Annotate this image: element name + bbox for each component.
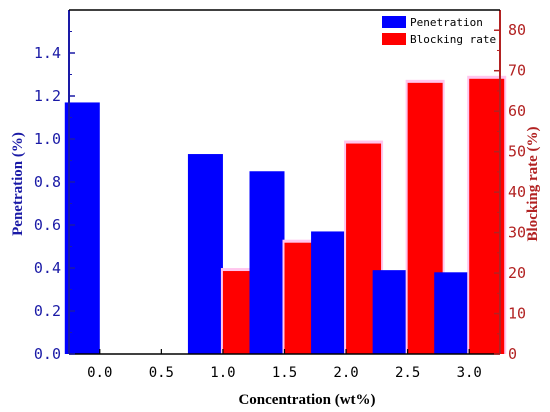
- x-tick-label: 0.5: [149, 365, 174, 381]
- y-right-tick-label: 40: [508, 183, 526, 201]
- y-left-tick-label: 0.6: [34, 216, 61, 234]
- bar-penetration: [249, 171, 285, 354]
- x-tick-label: 2.5: [395, 365, 420, 381]
- legend-label-blocking-rate: Blocking rate: [410, 33, 496, 46]
- x-tick-label: 0.0: [87, 365, 112, 381]
- y-left-tick-label: 1.2: [34, 87, 61, 105]
- legend-swatch-blocking-rate: [382, 33, 406, 45]
- y-right-tick-label: 60: [508, 102, 526, 120]
- x-tick-label: 1.0: [210, 365, 235, 381]
- bar-penetration: [372, 270, 408, 354]
- bar-blocking-rate: [469, 78, 505, 355]
- y-left-tick-label: 0.4: [34, 259, 61, 277]
- y-right-tick-label: 50: [508, 143, 526, 161]
- y-left-tick-label: 1.0: [34, 130, 61, 148]
- bar-penetration: [434, 272, 470, 354]
- x-tick-label: 3.0: [457, 365, 482, 381]
- bar-penetration: [311, 231, 347, 354]
- y-left-axis-label: Penetration (%): [10, 132, 26, 236]
- y-right-tick-label: 10: [508, 305, 526, 323]
- y-right-axis-label: Blocking rate (%): [525, 127, 541, 242]
- legend: Penetration Blocking rate: [382, 16, 496, 46]
- axes-layer: 0.0 0.2 0.4 0.6 0.8 1.0 1.2 1.4 0 10 20 30 40 50 60 70 8…: [34, 9, 526, 381]
- y-right-tick-label: 70: [508, 62, 526, 80]
- y-right-tick-label: 0: [508, 345, 517, 363]
- x-axis-label: Concentration (wt%): [238, 392, 375, 408]
- y-right-tick-label: 30: [508, 224, 526, 242]
- legend-label-penetration: Penetration: [410, 16, 483, 29]
- y-left-tick-label: 0.0: [34, 345, 61, 363]
- bar-penetration: [64, 102, 100, 354]
- legend-swatch-penetration: [382, 16, 406, 28]
- y-left-tick-label: 0.8: [34, 173, 61, 191]
- bars-layer: [64, 75, 507, 355]
- y-left-tick-label: 0.2: [34, 302, 61, 320]
- y-left-tick-label: 1.4: [34, 44, 61, 62]
- bar-penetration: [187, 154, 223, 354]
- x-tick-label: 2.0: [333, 365, 358, 381]
- x-tick-label: 1.5: [272, 365, 297, 381]
- y-right-tick-label: 80: [508, 21, 526, 39]
- y-right-tick-label: 20: [508, 264, 526, 282]
